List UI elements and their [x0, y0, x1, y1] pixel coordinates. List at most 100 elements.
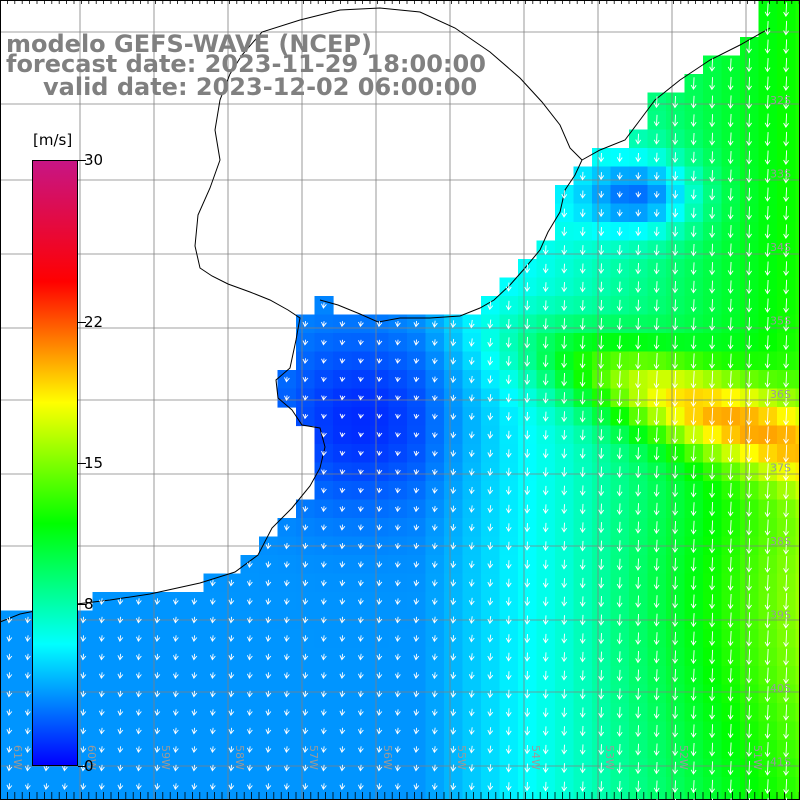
wind-arrow — [413, 542, 420, 550]
wind-arrow — [653, 706, 660, 719]
wind-arrow — [358, 616, 364, 624]
wind-cell — [795, 240, 800, 260]
colorbar-tick-label: 15 — [84, 454, 104, 472]
wind-arrow — [690, 539, 697, 554]
wind-arrow — [6, 672, 13, 679]
wind-arrow — [376, 487, 383, 494]
wind-arrow — [191, 783, 198, 790]
wind-arrow — [690, 151, 697, 164]
wind-arrow — [764, 407, 771, 426]
wind-arrow — [635, 244, 642, 256]
wind-arrow — [98, 746, 105, 753]
wind-arrow — [561, 300, 568, 312]
wind-arrow — [468, 523, 475, 532]
wind-arrow — [561, 763, 568, 774]
wind-arrow — [746, 501, 752, 517]
wind-arrow — [579, 522, 586, 533]
wind-arrow — [561, 596, 568, 607]
wind-arrow — [450, 542, 457, 550]
longitude-label: 54W — [529, 745, 542, 770]
colorbar-tick — [78, 604, 86, 606]
wind-arrow — [616, 725, 623, 737]
wind-arrow — [395, 524, 401, 531]
wind-arrow — [709, 575, 715, 591]
wind-arrow — [395, 542, 401, 550]
wind-arrow — [579, 353, 586, 369]
wind-arrow — [709, 188, 716, 201]
wind-arrow — [302, 727, 309, 735]
wind-arrow — [635, 152, 642, 163]
wind-arrow — [783, 261, 789, 277]
wind-arrow — [598, 651, 605, 663]
wind-arrow — [746, 39, 752, 54]
wind-arrow — [690, 317, 697, 331]
wind-arrow — [339, 653, 346, 661]
wind-arrow — [727, 280, 734, 294]
wind-arrow — [339, 672, 346, 679]
wind-cell — [740, 795, 760, 800]
wind-arrow — [616, 172, 623, 180]
latitude-label: 39S — [770, 609, 791, 622]
wind-arrow — [635, 408, 641, 425]
wind-arrow — [764, 686, 771, 703]
wind-arrow — [653, 650, 660, 664]
wind-cell — [314, 795, 334, 800]
wind-arrow — [321, 542, 327, 550]
wind-arrow — [524, 541, 531, 551]
wind-cell — [795, 647, 800, 667]
wind-arrow — [709, 594, 715, 610]
wind-arrow — [598, 744, 605, 756]
wind-arrow — [228, 579, 235, 587]
wind-arrow — [764, 760, 771, 776]
wind-arrow — [265, 746, 272, 753]
wind-arrow — [635, 503, 642, 516]
wind-arrow — [690, 389, 697, 408]
wind-arrow — [524, 652, 531, 662]
wind-arrow — [395, 339, 401, 346]
wind-arrow — [783, 335, 789, 351]
wind-arrow — [616, 299, 623, 312]
wind-arrow — [635, 595, 642, 608]
wind-arrow — [524, 411, 531, 422]
wind-arrow — [431, 672, 438, 680]
wind-arrow — [598, 410, 605, 424]
wind-arrow — [598, 522, 605, 534]
wind-arrow — [339, 432, 346, 438]
wind-arrow — [135, 598, 142, 605]
wind-arrow — [413, 764, 420, 772]
wind-arrow — [6, 727, 13, 735]
latitude-label: 40S — [770, 682, 791, 695]
wind-cell — [610, 795, 630, 800]
wind-arrow — [339, 635, 346, 642]
wind-arrow — [98, 653, 105, 661]
wind-arrow — [616, 540, 623, 553]
wind-cell — [795, 351, 800, 371]
wind-arrow — [783, 150, 789, 165]
wind-arrow — [468, 653, 475, 661]
wind-arrow — [191, 616, 198, 624]
wind-arrow — [764, 58, 771, 73]
colorbar-tick-label: 22 — [84, 312, 104, 331]
wind-arrow — [450, 671, 457, 680]
wind-arrow — [487, 301, 494, 311]
wind-arrow — [505, 337, 512, 348]
wind-arrow — [395, 413, 401, 420]
wind-cell — [351, 795, 371, 800]
wind-arrow — [783, 500, 789, 518]
wind-arrow — [468, 338, 475, 347]
wind-arrow — [727, 557, 734, 573]
wind-arrow — [672, 407, 678, 426]
wind-arrow — [468, 671, 475, 680]
wind-arrow — [690, 370, 697, 389]
wind-arrow — [339, 506, 346, 513]
wind-arrow — [339, 321, 346, 328]
wind-arrow — [154, 653, 161, 661]
longitude-label: 55W — [455, 745, 468, 770]
wind-arrow — [616, 244, 623, 256]
wind-arrow — [561, 245, 568, 256]
wind-cell — [425, 795, 445, 800]
wind-arrow — [413, 450, 420, 457]
wind-arrow — [117, 598, 124, 605]
wind-arrow — [524, 430, 531, 440]
wind-arrow — [413, 579, 420, 587]
